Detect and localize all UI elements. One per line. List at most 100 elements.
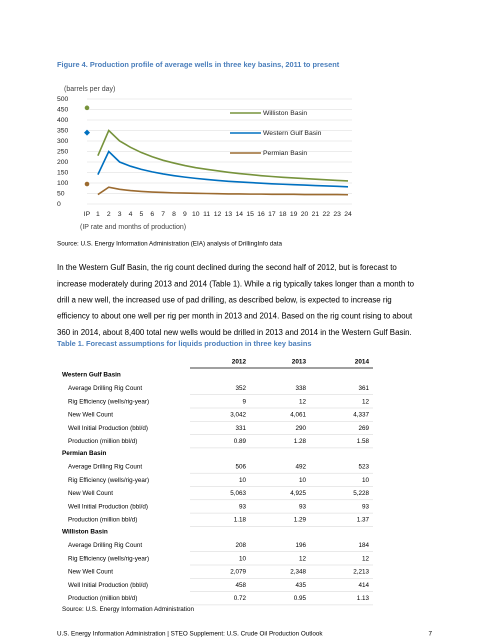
column-header: 2013: [292, 359, 307, 366]
figure-title: Figure 4. Production profile of average …: [57, 60, 340, 69]
cell: 1.13: [357, 595, 370, 602]
row-label: Well Initial Production (bbl/d): [68, 503, 148, 510]
x-tick-label: 1: [96, 211, 100, 218]
cell: 5,063: [230, 490, 246, 497]
x-tick-label: 22: [322, 211, 330, 218]
cell: 1.29: [294, 517, 307, 524]
cell: 2,213: [353, 569, 369, 576]
series-line: [97, 186, 349, 196]
paragraph-line: In the Western Gulf Basin, the rig count…: [57, 263, 397, 272]
cell: 10: [239, 477, 247, 484]
cell: 338: [295, 385, 306, 392]
x-tick-label: 2: [107, 211, 111, 218]
cell: 196: [295, 542, 306, 549]
cell: 1.58: [357, 438, 370, 445]
cell: 523: [358, 463, 369, 470]
y-tick-label: 0: [57, 201, 61, 208]
row-label: Production (million bbl/d): [68, 595, 137, 602]
cell: 331: [235, 425, 246, 432]
cell: 1.37: [357, 517, 370, 524]
x-tick-label: IP: [84, 211, 91, 218]
cell: 361: [358, 385, 369, 392]
cell: 4,925: [290, 490, 306, 497]
y-tick-label: 400: [57, 117, 69, 124]
section-name: Western Gulf Basin: [62, 372, 121, 379]
row-label: Production (million bbl/d): [68, 438, 137, 445]
row-label: Average Drilling Rig Count: [68, 463, 142, 470]
column-header: 2012: [232, 359, 247, 366]
y-tick-label: 200: [57, 159, 69, 166]
section-name: Williston Basin: [62, 529, 108, 536]
cell: 1.18: [234, 517, 247, 524]
cell: 93: [362, 503, 370, 510]
x-tick-label: 6: [150, 211, 154, 218]
cell: 4,337: [353, 412, 369, 419]
x-tick-label: 16: [257, 211, 265, 218]
x-tick-label: 18: [279, 211, 287, 218]
cell: 12: [362, 398, 370, 405]
cell: 2,079: [230, 569, 246, 576]
figure-source: Source: U.S. Energy Information Administ…: [57, 241, 283, 248]
cell: 414: [358, 582, 369, 589]
cell: 492: [295, 463, 306, 470]
paragraph-line: efficiency to about one well per rig per…: [57, 312, 413, 321]
x-tick-label: 14: [235, 211, 243, 218]
table-source: Source: U.S. Energy Information Administ…: [62, 606, 194, 613]
row-label: Well Initial Production (bbl/d): [68, 582, 148, 589]
cell: 3,042: [230, 412, 246, 419]
cell: 208: [235, 542, 246, 549]
x-tick-label: 17: [268, 211, 276, 218]
cell: 93: [239, 503, 247, 510]
cell: 12: [299, 398, 307, 405]
cell: 12: [362, 555, 370, 562]
legend-label: Williston Basin: [263, 110, 307, 117]
row-label: Rig Efficiency (wells/rig-year): [68, 555, 149, 562]
cell: 269: [358, 425, 369, 432]
x-tick-label: 11: [203, 211, 210, 218]
paragraph-line: drill a new well, the increased use of p…: [57, 295, 392, 304]
y-tick-label: 350: [57, 127, 69, 134]
row-label: New Well Count: [68, 569, 113, 576]
row-label: New Well Count: [68, 412, 113, 419]
series-line: [97, 129, 349, 182]
x-tick-label: 4: [129, 211, 133, 218]
x-tick-label: 12: [214, 211, 222, 218]
ip-marker: [84, 129, 90, 136]
cell: 290: [295, 425, 306, 432]
row-label: Rig Efficiency (wells/rig-year): [68, 477, 149, 484]
page-number: 7: [428, 631, 432, 638]
y-tick-label: 150: [57, 169, 69, 176]
section-name: Permian Basin: [62, 450, 106, 457]
cell: 1.28: [294, 438, 307, 445]
cell: 184: [358, 542, 369, 549]
x-tick-label: 21: [312, 211, 320, 218]
cell: 2,348: [290, 569, 306, 576]
x-tick-label: 19: [290, 211, 298, 218]
x-tick-label: 13: [225, 211, 233, 218]
cell: 5,228: [353, 490, 369, 497]
x-tick-label: 8: [172, 211, 176, 218]
series-line: [97, 150, 349, 188]
row-label: Rig Efficiency (wells/rig-year): [68, 398, 149, 405]
cell: 10: [299, 477, 307, 484]
footer-text: U.S. Energy Information Administration |…: [57, 631, 323, 638]
cell: 10: [362, 477, 370, 484]
y-tick-label: 250: [57, 148, 69, 155]
column-header: 2014: [355, 359, 370, 366]
x-tick-label: 7: [161, 211, 165, 218]
cell: 93: [299, 503, 307, 510]
cell: 0.95: [294, 595, 307, 602]
cell: 12: [299, 555, 307, 562]
y-tick-label: 450: [57, 106, 69, 113]
row-label: Well Initial Production (bbl/d): [68, 425, 148, 432]
x-tick-label: 3: [118, 211, 122, 218]
row-label: Production (million bbl/d): [68, 517, 137, 524]
cell: 352: [235, 385, 246, 392]
y-tick-label: 300: [57, 138, 69, 145]
y-tick-label: 100: [57, 180, 69, 187]
row-label: Average Drilling Rig Count: [68, 385, 142, 392]
ip-marker: [84, 181, 90, 187]
x-tick-label: 24: [344, 211, 352, 218]
cell: 0.89: [234, 438, 247, 445]
